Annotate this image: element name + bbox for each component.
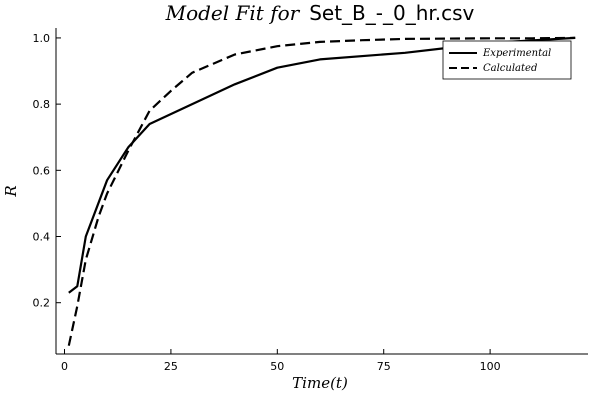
y-tick-label: 0.2 bbox=[33, 297, 51, 310]
x-tick-label: 100 bbox=[480, 360, 501, 373]
y-axis-label: R bbox=[2, 185, 20, 197]
y-tick-label: 0.6 bbox=[33, 164, 51, 177]
legend-label-experimental: Experimental bbox=[482, 48, 551, 59]
series-line-calculated bbox=[67, 36, 576, 346]
x-tick-label: 75 bbox=[377, 360, 391, 373]
series-line-experimental bbox=[68, 36, 576, 294]
y-tick-label: 0.4 bbox=[33, 231, 51, 244]
x-ticks: 0 25 50 75 100 bbox=[61, 349, 501, 373]
y-ticks: 0.2 0.4 0.6 0.8 1.0 bbox=[33, 32, 61, 310]
x-tick-label: 25 bbox=[164, 360, 178, 373]
chart-title: Model Fit for Set_B_-_0_hr.csv bbox=[165, 1, 475, 25]
x-tick-label: 0 bbox=[61, 360, 68, 373]
x-tick-label: 50 bbox=[270, 360, 284, 373]
x-axis-label: Time(t) bbox=[292, 374, 348, 392]
series-layer bbox=[67, 36, 576, 346]
chart-title-math: Model Fit for bbox=[165, 1, 301, 25]
axes bbox=[55, 28, 588, 355]
y-tick-label: 1.0 bbox=[33, 32, 51, 45]
legend: Experimental Calculated bbox=[442, 40, 572, 80]
y-tick-label: 0.8 bbox=[33, 98, 51, 111]
chart-title-file: Set_B_-_0_hr.csv bbox=[309, 1, 474, 25]
legend-box bbox=[442, 40, 572, 80]
legend-label-calculated: Calculated bbox=[483, 63, 537, 74]
